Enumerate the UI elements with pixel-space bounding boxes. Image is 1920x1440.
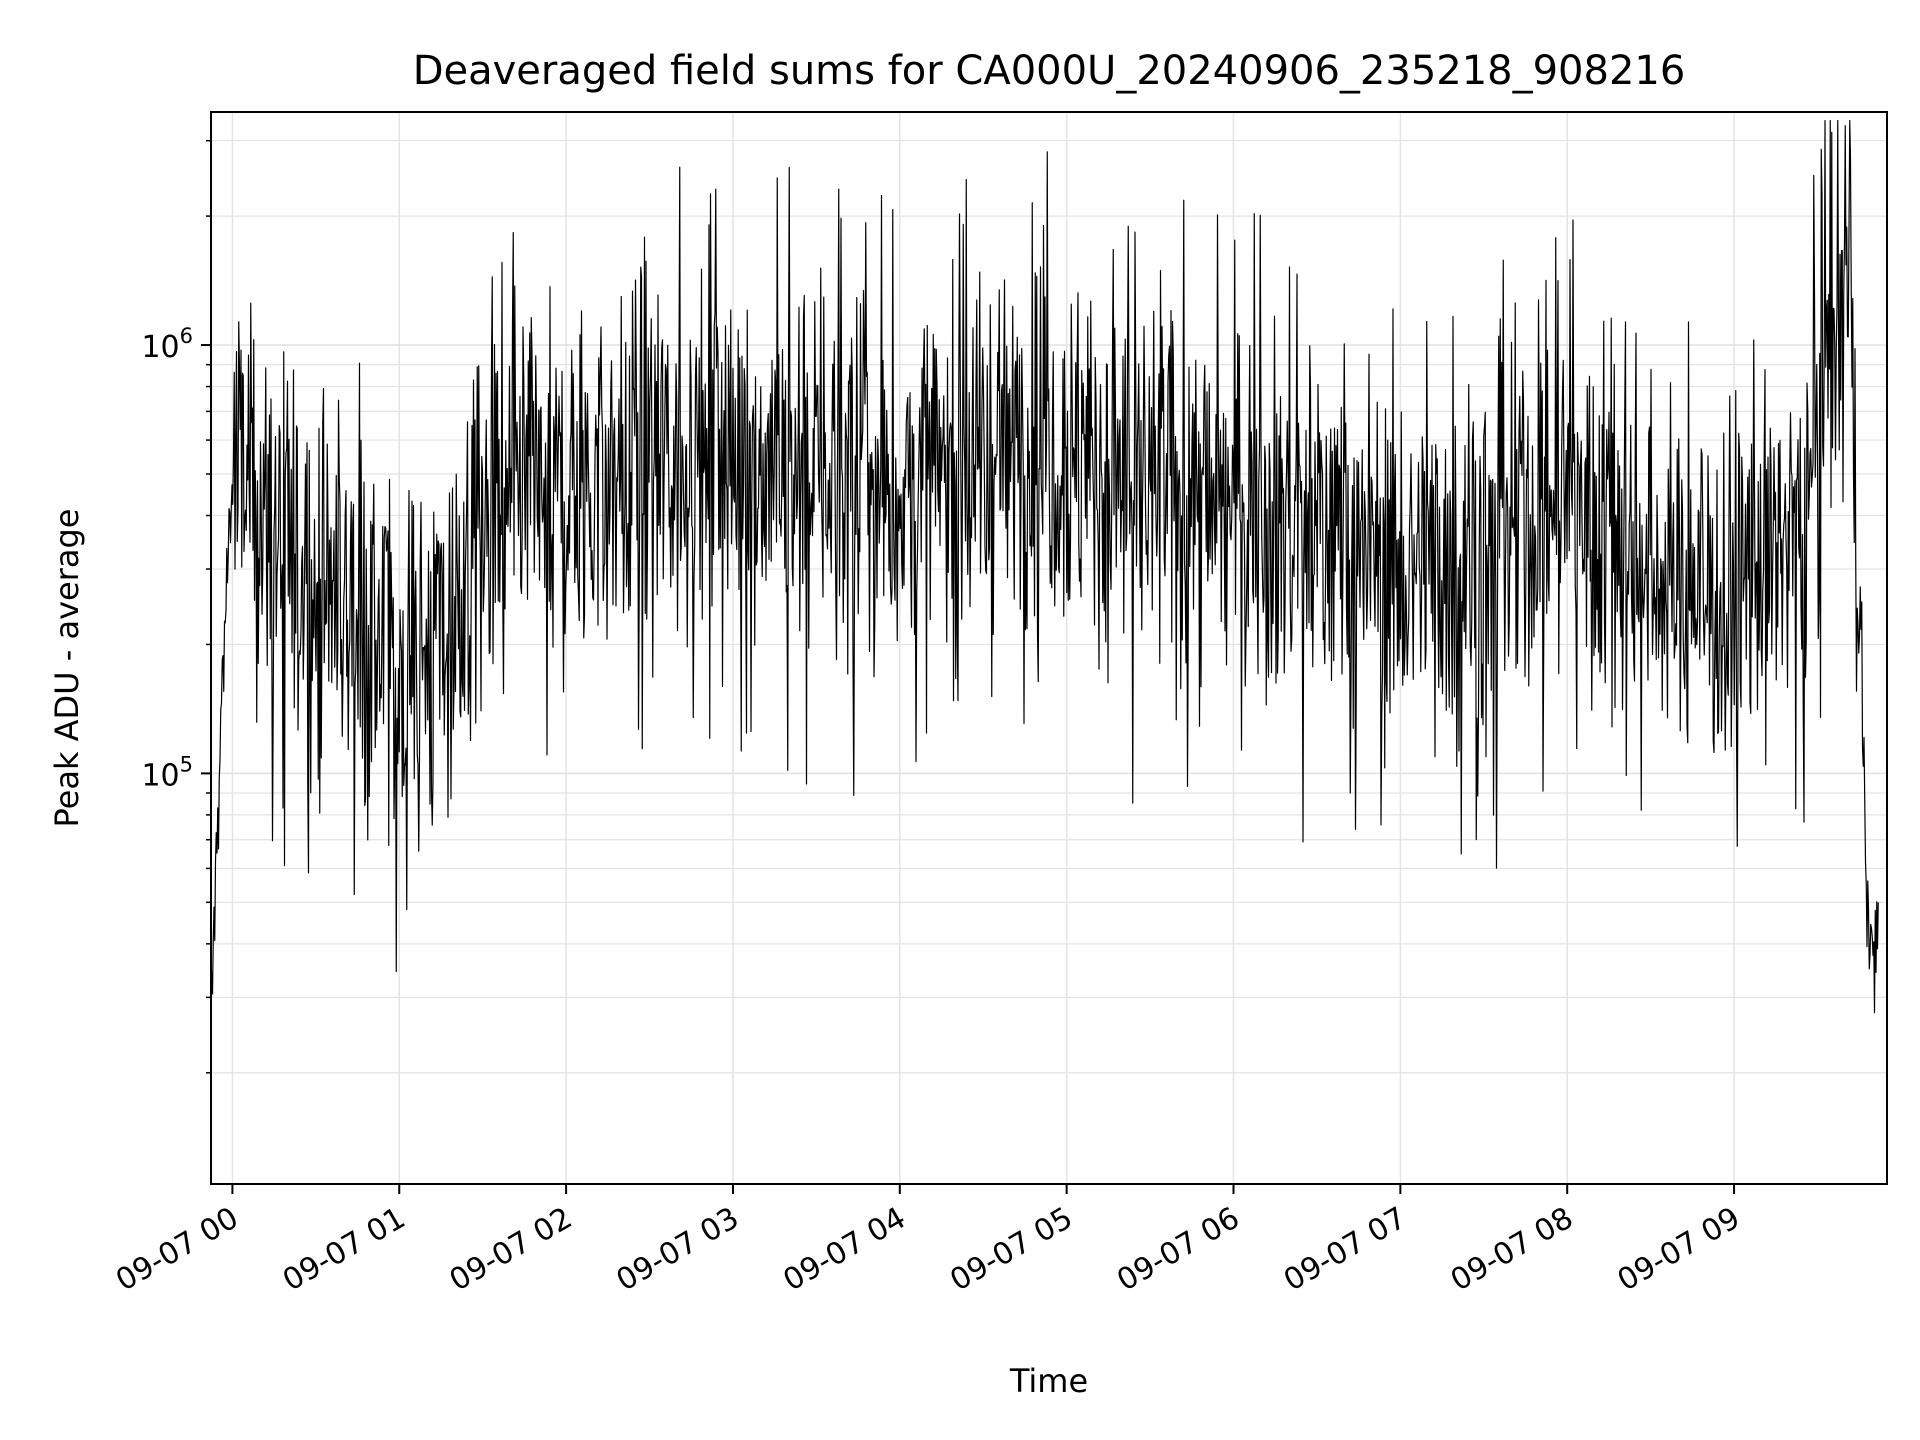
y-axis: 105 106: [141, 139, 211, 1074]
y-tick-label: 106: [141, 324, 193, 365]
x-axis: 09-07 00 09-07 01 09-07 02 09-07 03 09-07 04…: [110, 1184, 1746, 1298]
x-tick-label: 09-07 07: [1278, 1201, 1412, 1299]
x-axis-title: Time: [1009, 1362, 1088, 1400]
plot-frame: [210, 111, 1888, 1185]
x-tick-label: 09-07 01: [277, 1201, 411, 1299]
y-axis-title: Peak ADU - average: [48, 509, 86, 828]
y-tick-label: 105: [141, 752, 193, 793]
x-tick-label: 09-07 09: [1612, 1201, 1746, 1299]
x-tick-label: 09-07 00: [110, 1201, 244, 1299]
x-tick-label: 09-07 06: [1111, 1201, 1245, 1299]
x-tick-label: 09-07 08: [1445, 1201, 1579, 1299]
x-tick-label: 09-07 03: [611, 1201, 745, 1299]
chart-title: Deaveraged field sums for CA000U_2024090…: [413, 48, 1686, 94]
x-tick-label: 09-07 05: [944, 1201, 1078, 1299]
x-tick-label: 09-07 04: [777, 1201, 911, 1299]
series-trace: [210, 119, 1879, 1014]
x-tick-label: 09-07 02: [444, 1201, 578, 1299]
series-line: [210, 119, 1879, 1014]
